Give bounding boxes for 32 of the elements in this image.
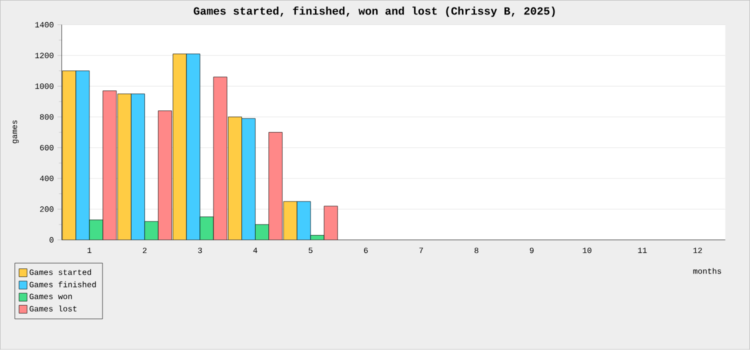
x-tick-label: 4	[253, 248, 258, 254]
y-tick-label: 200	[40, 206, 54, 212]
x-tick-label: 3	[198, 248, 202, 254]
x-tick-label: 2	[142, 248, 147, 254]
bar	[228, 117, 242, 240]
y-tick-label: 800	[40, 114, 54, 120]
legend-label: Games won	[30, 294, 72, 300]
y-tick-label: 1200	[35, 52, 54, 58]
x-tick-label: 9	[530, 248, 534, 254]
legend-label: Games finished	[30, 282, 96, 288]
y-tick-label: 0	[50, 237, 54, 243]
x-tick-label: 8	[474, 248, 478, 254]
y-tick-label: 1400	[35, 22, 54, 28]
x-tick-label: 10	[582, 248, 592, 254]
bar	[62, 70, 76, 240]
x-tick-label: 11	[638, 248, 647, 254]
x-tick-label: 1	[88, 248, 92, 254]
x-tick-label: 7	[419, 248, 423, 254]
y-tick-label: 600	[40, 145, 54, 151]
x-tick-label: 5	[308, 248, 312, 254]
x-tick-label: 12	[693, 248, 702, 254]
legend-label: Games started	[30, 269, 91, 276]
bar	[118, 94, 132, 240]
y-tick-label: 400	[40, 176, 54, 182]
chart-title: Games started, finished, won and lost (Chrissy B, 2025)	[194, 6, 555, 18]
bar	[283, 201, 298, 240]
y-tick-label: 1000	[35, 84, 54, 90]
x-tick-label: 6	[364, 248, 368, 254]
y-axis-title: games	[12, 120, 19, 144]
legend-label: Games lost	[30, 306, 76, 312]
bar	[172, 54, 186, 240]
x-axis-title: months	[693, 268, 722, 274]
